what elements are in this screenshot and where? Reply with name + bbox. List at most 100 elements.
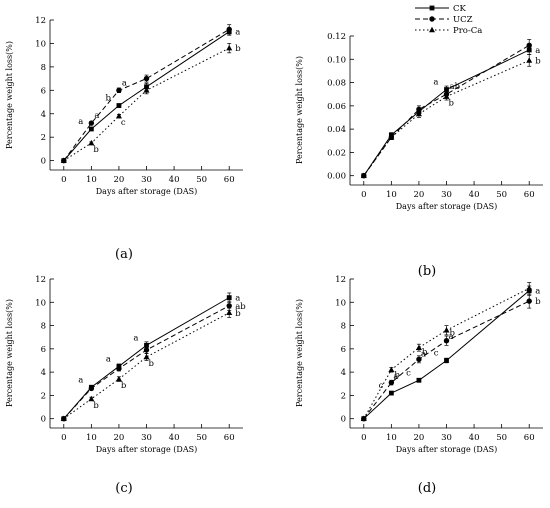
significance-label: b [93, 401, 99, 411]
y-tick-label: 2 [41, 391, 46, 401]
series-line [63, 305, 230, 420]
significance-label: c [434, 348, 439, 358]
y-tick-label: 10 [35, 298, 46, 308]
x-axis-title: Days after storage (DAS) [396, 202, 497, 211]
square-marker [116, 103, 122, 108]
triangle-marker [226, 44, 233, 51]
triangle-marker [415, 110, 422, 117]
triangle-marker [60, 415, 67, 421]
x-tick-label: 0 [361, 433, 366, 443]
x-tick-label: 10 [86, 433, 97, 443]
y-tick-label: 10 [35, 39, 46, 49]
significance-label: a [535, 46, 540, 56]
x-tick-label: 40 [169, 433, 180, 443]
x-tick-label: 50 [196, 175, 207, 185]
x-tick-label: 10 [386, 190, 397, 200]
y-tick-label: 12 [335, 275, 346, 285]
circle-marker [226, 26, 232, 33]
panel-label: (a) [115, 247, 133, 262]
y-tick-label: 0 [41, 415, 46, 425]
triangle-marker [388, 134, 395, 140]
legend-item: Pro-Ca [415, 26, 482, 36]
series-ucz: ab [361, 39, 532, 179]
significance-label: b [121, 381, 127, 391]
triangle-marker [88, 395, 95, 402]
triangle-marker [360, 172, 367, 178]
x-tick-label: 30 [141, 175, 152, 185]
significance-label: a [433, 78, 438, 88]
y-tick-label: 2 [341, 391, 346, 401]
x-axis-title: Days after storage (DAS) [396, 445, 497, 454]
circle-marker [526, 42, 532, 49]
significance-label: a [449, 332, 454, 342]
series-line [63, 47, 230, 162]
square-marker [144, 342, 149, 348]
triangle-marker [115, 375, 122, 382]
panel-label: (b) [418, 264, 436, 279]
x-tick-label: 30 [141, 433, 152, 443]
triangle-marker [88, 139, 95, 146]
y-tick-label: 0 [341, 415, 346, 425]
x-tick-label: 50 [496, 433, 507, 443]
series-ucz: aa [61, 24, 232, 164]
y-tick-label: 6 [41, 86, 46, 96]
y-tick-label: 0.00 [327, 172, 346, 182]
square-marker [444, 87, 449, 92]
legend-square-marker [429, 5, 435, 11]
significance-label: b [105, 94, 111, 104]
triangle-marker [526, 285, 533, 291]
y-tick-label: 4 [341, 368, 346, 378]
series-pro-ca: b b b b [60, 307, 241, 421]
x-tick-label: 10 [386, 433, 397, 443]
x-tick-label: 20 [414, 190, 425, 200]
y-tick-label: 0.12 [327, 32, 346, 42]
circle-marker [226, 303, 232, 309]
series-line [363, 290, 530, 420]
circle-marker [443, 337, 450, 344]
circle-marker [116, 87, 122, 94]
y-tick-label: 8 [341, 322, 346, 332]
y-tick-label: 0.10 [327, 55, 346, 65]
circle-marker [416, 356, 422, 363]
triangle-marker [226, 309, 233, 316]
legend-circle-marker [429, 16, 435, 22]
chart-panel-a: 0 2 4 6 8 10 12 0 10 20 30 40 50 60 Days after storage… [5, 16, 243, 262]
series-ck: aa [361, 44, 540, 179]
significance-label: a [78, 375, 83, 385]
series-line [363, 59, 530, 176]
series-ucz: ab [61, 300, 246, 422]
y-tick-label: 4 [41, 110, 46, 120]
triangle-marker [388, 366, 395, 373]
y-tick-label: 8 [41, 322, 46, 332]
legend-label: Pro-Ca [453, 26, 482, 36]
circle-marker [88, 385, 95, 392]
significance-label: b [535, 297, 541, 307]
significance-label: ab [235, 302, 246, 312]
series-line [363, 287, 530, 419]
chart-panel-d: 0 2 4 6 8 10 12 0 10 20 30 40 50 60 Days after storage… [295, 275, 543, 496]
circle-marker [526, 298, 532, 304]
y-tick-label: 6 [41, 345, 46, 355]
significance-label: a [122, 78, 127, 88]
x-tick-label: 10 [86, 175, 97, 185]
significance-label: a [133, 333, 138, 343]
x-tick-label: 20 [114, 433, 125, 443]
x-tick-label: 40 [169, 175, 180, 185]
triangle-marker [526, 57, 533, 63]
significance-label: a [393, 372, 398, 382]
legend-triangle-marker [429, 26, 435, 33]
series-ucz: b b b b [361, 293, 541, 422]
significance-label: a [94, 111, 99, 121]
legend-item: CK [415, 4, 467, 14]
significance-label: c [121, 118, 126, 128]
triangle-marker [115, 112, 122, 119]
significance-label: b [394, 371, 400, 381]
y-tick-label: 0.02 [327, 148, 346, 158]
significance-label: a [235, 28, 240, 38]
significance-label: a [235, 294, 240, 304]
square-marker [388, 390, 394, 396]
triangle-marker [360, 415, 367, 421]
x-tick-label: 0 [61, 175, 66, 185]
